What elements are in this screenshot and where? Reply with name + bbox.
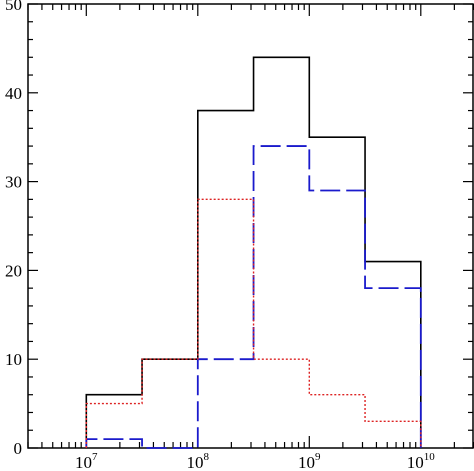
plot-frame (27, 3, 474, 449)
x-tick-label: 1010 (407, 451, 436, 471)
x-tick-label: 107 (75, 451, 98, 471)
y-tick-label: 30 (5, 173, 22, 192)
x-tick-label: 109 (298, 451, 321, 471)
y-tick-label: 10 (5, 350, 22, 369)
tick-labels: 0 10 20 30 40 50 107 108 109 1010 (5, 0, 435, 471)
y-tick-label: 20 (5, 261, 22, 280)
histogram-series-dotted (85, 198, 422, 448)
histogram-series (85, 56, 422, 449)
x-tick-label: 108 (187, 451, 210, 471)
y-tick-label: 50 (5, 0, 22, 14)
y-tick-label: 40 (5, 84, 22, 103)
plot-axes (27, 3, 474, 449)
y-tick-label: 0 (14, 439, 23, 458)
